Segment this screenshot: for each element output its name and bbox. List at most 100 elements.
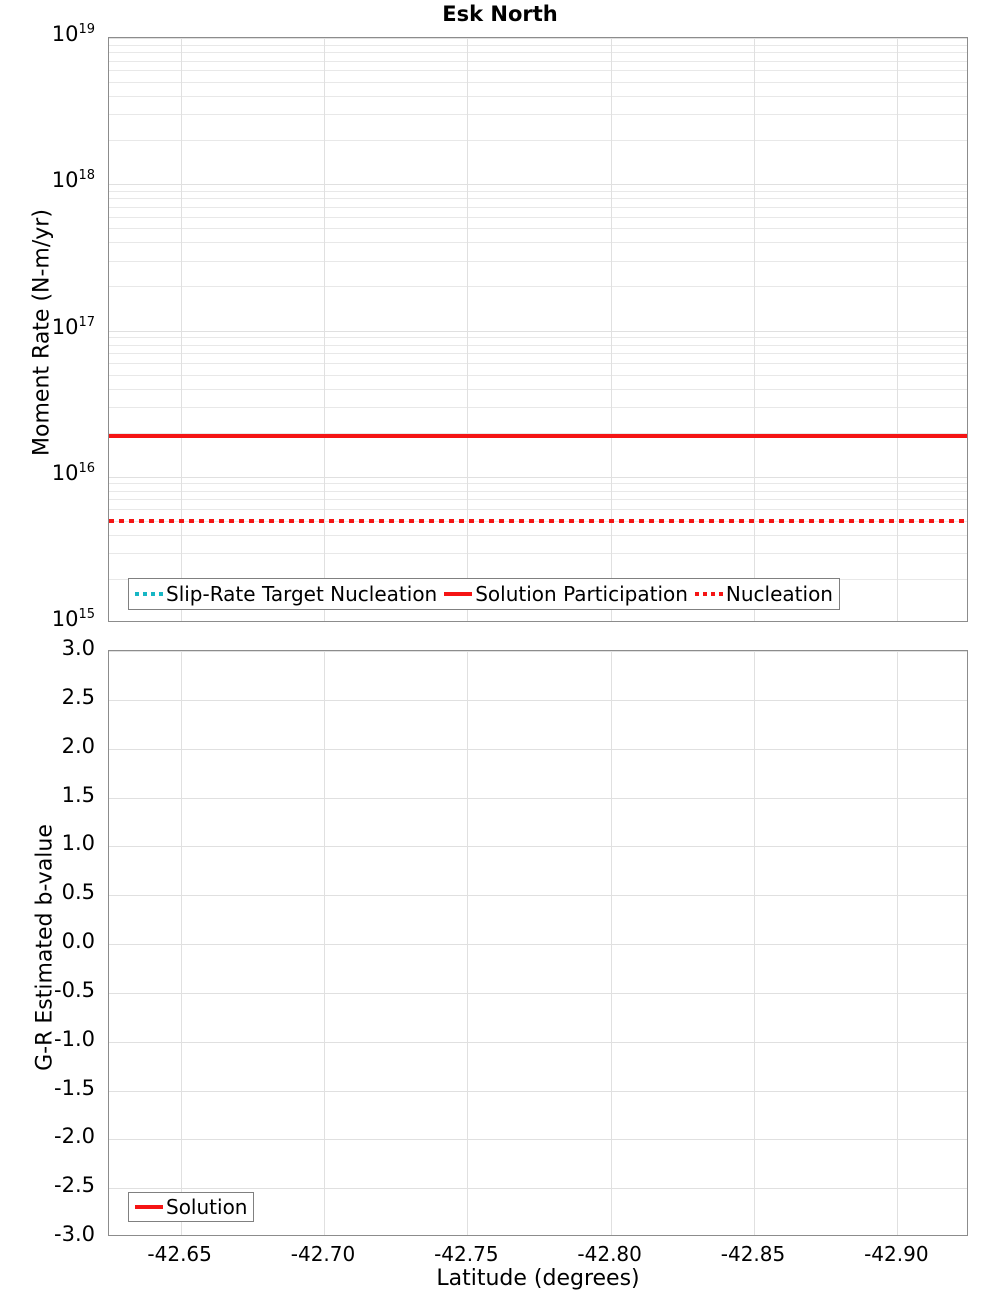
gridline-horizontal [109,992,967,994]
gridline-horizontal [109,748,967,750]
x-tick-label: -42.90 [864,1242,929,1266]
legend-entry[interactable]: Solution Participation [444,584,688,604]
y-tick-exponent: 15 [78,607,95,622]
gridline-vertical [754,651,755,1235]
y-tick-label-bottom: 0.5 [61,880,95,905]
y-tick-label-bottom: -1.5 [54,1075,95,1100]
legend-label: Solution Participation [475,582,688,606]
gridline-horizontal [109,70,967,72]
legend-top: Slip-Rate Target Nucleation Solution Part… [128,578,840,610]
gridline-vertical [754,38,755,621]
y-tick-label-bottom: -2.0 [54,1124,95,1149]
x-tick-label: -42.70 [290,1242,356,1266]
gridline-horizontal [109,1188,967,1190]
y-tick-label-bottom: 3.0 [61,636,95,660]
y-tick-label-bottom: -0.5 [54,977,95,1002]
y-tick-mantissa: 10 [51,22,79,46]
page-title: Esk North [442,2,558,26]
data-series-top [109,38,967,621]
x-tick-label: -42.65 [147,1242,212,1266]
y-tick-label-bottom: 1.0 [61,831,95,856]
y-tick-label-bottom: 2.0 [61,733,95,758]
gridline-horizontal [109,1090,967,1092]
gridline-horizontal [109,534,967,536]
gridline-horizontal [109,353,967,355]
gridline-horizontal [109,895,967,897]
gridline-horizontal [109,52,967,54]
series-nucleation [109,518,967,523]
gridline-horizontal [109,260,967,262]
gridline-horizontal [109,96,967,98]
x-tick-label: -42.85 [720,1242,786,1266]
y-tick-label-bottom: -3.0 [54,1222,95,1246]
legend-label: Solution [166,1195,248,1219]
gridline-horizontal [109,44,967,46]
gridline-horizontal [109,344,967,346]
y-tick-exponent: 19 [78,22,95,37]
legend-entry[interactable]: Nucleation [694,582,833,606]
gridline-horizontal [109,337,967,339]
gridline-vertical [467,38,469,621]
gridline-horizontal [109,140,967,142]
gridline-horizontal [109,330,967,332]
legend-line-swatch-icon [135,592,163,596]
b-value-plot-area [108,650,968,1236]
x-tick-label: -42.80 [577,1242,642,1266]
grid-lines-top [109,38,967,621]
gridline-vertical [897,651,899,1235]
gridline-horizontal [109,184,967,186]
grid-lines-bottom [109,651,967,1235]
gridline-horizontal [109,216,967,218]
gridline-vertical [610,38,612,621]
gridline-horizontal [109,388,967,390]
y-tick-label-top: 1019 [52,22,95,46]
gridline-horizontal [109,82,967,84]
legend-line-swatch-icon [444,592,473,596]
y-tick-mantissa: 10 [51,314,79,339]
y-tick-label-bottom: 1.5 [61,782,95,807]
y-tick-exponent: 17 [78,314,95,330]
gridline-horizontal [109,944,967,945]
gridline-horizontal [109,476,967,478]
gridline-horizontal [109,198,967,200]
gridline-horizontal [109,406,967,408]
gridline-horizontal [109,699,967,701]
gridline-horizontal [109,846,967,848]
y-tick-exponent: 16 [78,460,95,476]
data-series-bottom [109,651,967,1235]
y-tick-exponent: 18 [78,168,95,184]
gridline-horizontal [109,797,967,799]
y-tick-label-bottom: -1.0 [54,1026,95,1051]
legend-entry[interactable]: Slip-Rate Target Nucleation [135,584,437,604]
gridline-horizontal [109,651,967,652]
moment-rate-plot-area [108,37,968,622]
y-tick-mantissa: 10 [51,460,79,485]
gridline-horizontal [109,206,967,208]
y-tick-label-bottom: -2.5 [54,1173,95,1198]
gridline-horizontal [109,1041,967,1043]
y-tick-label-top: 1018 [52,168,95,192]
gridline-horizontal [109,499,967,501]
x-tick-label: -42.75 [434,1242,499,1266]
gridline-vertical [467,651,469,1235]
gridline-horizontal [109,374,967,376]
gridline-horizontal [109,114,967,116]
legend-label: Slip-Rate Target Nucleation [166,582,438,606]
y-tick-label-bottom: 2.5 [61,684,95,709]
y-tick-label-bottom: 0.0 [61,929,95,953]
gridline-horizontal [109,286,967,288]
gridline-horizontal [109,38,967,39]
y-tick-mantissa: 10 [51,168,79,193]
legend-label: Nucleation [725,582,833,606]
series-solution [109,1235,967,1236]
legend-line-swatch-icon [135,1205,163,1209]
legend-line-swatch-icon [694,592,723,596]
y-tick-mantissa: 10 [51,607,79,631]
gridline-vertical [610,651,612,1235]
y-tick-label-top: 1015 [52,607,95,631]
y-axis-label-b-value: G-R Estimated b-value [32,824,58,1071]
legend-entry[interactable]: Solution [135,1197,247,1217]
gridline-horizontal [109,362,967,364]
gridline-vertical [180,651,182,1235]
